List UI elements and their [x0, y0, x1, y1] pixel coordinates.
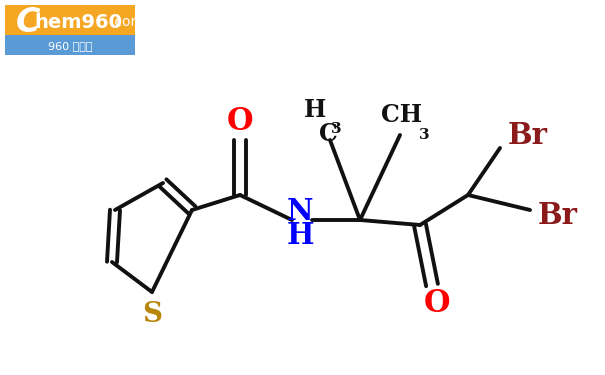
Bar [5, 35, 135, 55]
Text: 960 化工网: 960 化工网 [48, 41, 92, 51]
Text: .com: .com [110, 15, 144, 29]
Text: 3: 3 [419, 128, 430, 142]
Text: O: O [227, 106, 253, 138]
Text: CH: CH [381, 103, 422, 127]
Text: hem960: hem960 [34, 12, 122, 32]
Text: H: H [286, 222, 314, 251]
Text: 3: 3 [331, 122, 341, 136]
Text: Br: Br [508, 122, 548, 150]
Text: S: S [142, 300, 162, 327]
Text: H: H [304, 98, 326, 122]
Text: Br: Br [538, 201, 578, 230]
Text: C: C [319, 122, 338, 146]
Bar [5, 5, 135, 55]
Text: O: O [424, 288, 450, 318]
Text: C: C [16, 6, 41, 39]
Text: N: N [287, 198, 313, 226]
